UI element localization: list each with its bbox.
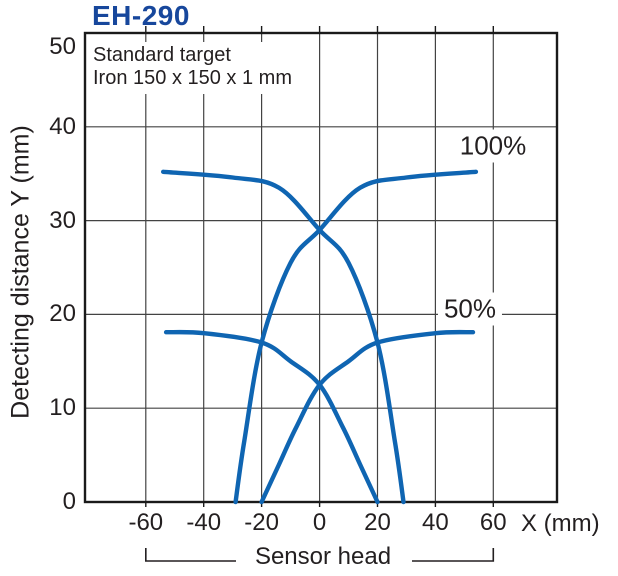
x-tick-label: 60: [479, 509, 507, 536]
sensor-head-label: Sensor head: [250, 543, 396, 571]
sensor-head-bracket-left: [145, 548, 236, 562]
y-axis-title: Detecting distance Y (mm): [6, 125, 35, 419]
x-axis-title: X (mm): [521, 510, 600, 537]
chart-title: EH-290: [92, 0, 190, 31]
sensor-head-bracket-right: [412, 548, 495, 562]
x-tick-label: -20: [244, 509, 279, 536]
y-tick-label: 50: [49, 33, 76, 60]
x-tick-label: -40: [186, 509, 222, 536]
target-annotation: Standard target Iron 150 x 150 x 1 mm: [91, 42, 300, 94]
sensing-range-curve-3: [163, 329, 380, 505]
sensing-range-curve-1: [233, 169, 479, 505]
plot-frame: [83, 31, 559, 504]
y-tick-label: 0: [62, 488, 76, 515]
sensing-range-curve-2: [161, 169, 406, 505]
sensing-range-curve-4: [259, 329, 476, 505]
annotation-line-1: Standard target: [93, 44, 231, 66]
y-tick-label: 10: [49, 394, 76, 422]
y-tick-label: 30: [49, 206, 76, 234]
x-tick-label: 40: [422, 509, 449, 536]
x-tick-label: -60: [128, 509, 164, 536]
x-tick-label: 0: [312, 509, 327, 536]
y-tick-label: 20: [49, 300, 76, 328]
y-tick-label: 40: [49, 112, 76, 140]
x-tick-label: 20: [364, 509, 391, 536]
series-label-100-percent: 100%: [453, 129, 533, 163]
series-label-50-percent: 50%: [437, 292, 503, 326]
annotation-line-2: Iron 150 x 150 x 1 mm: [93, 67, 292, 89]
